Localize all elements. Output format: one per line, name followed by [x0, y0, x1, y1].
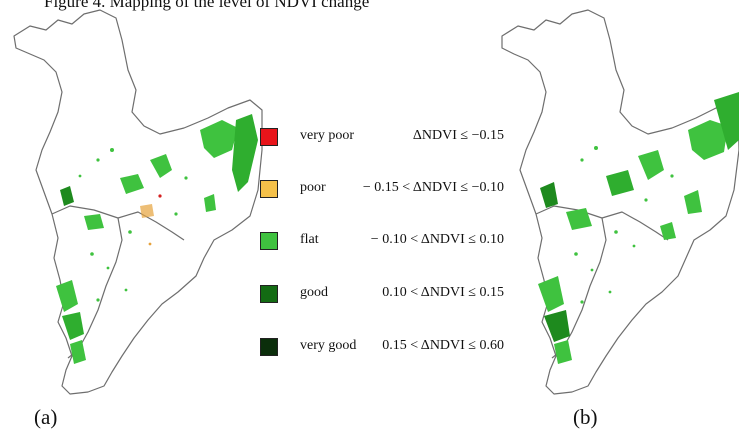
legend-class-label: very poor — [300, 128, 355, 143]
ndvi-change-map-a — [13, 9, 263, 395]
legend-swatch — [260, 232, 278, 250]
legend-class-label: poor — [300, 180, 326, 195]
legend-swatch — [260, 180, 278, 198]
legend-swatch — [260, 128, 278, 146]
legend-range-label: 0.10 < ΔNDVI ≤ 0.15 — [382, 285, 504, 300]
subfigure-label-b: (b) — [573, 405, 598, 429]
ndvi-patches-a — [56, 114, 258, 364]
legend-range-label: − 0.15 < ΔNDVI ≤ −0.10 — [362, 180, 504, 195]
legend-item-good: good 0.10 < ΔNDVI ≤ 0.15 — [258, 285, 508, 307]
legend-range-label: 0.15 < ΔNDVI ≤ 0.60 — [382, 338, 504, 353]
region-boundary-b — [501, 9, 739, 395]
legend-range-label: ΔNDVI ≤ −0.15 — [412, 128, 504, 143]
legend-class-label: very good — [300, 338, 357, 353]
figure-caption: Figure 4. Mapping of the level of NDVI c… — [44, 0, 370, 11]
legend-swatch — [260, 338, 278, 356]
legend-swatch — [260, 285, 278, 303]
ndvi-patches-b — [538, 92, 739, 364]
legend-class-label: flat — [300, 232, 319, 247]
subfigure-label-a: (a) — [34, 405, 58, 429]
legend-class-label: good — [300, 285, 328, 300]
legend-item-very-poor: very poor ΔNDVI ≤ −0.15 — [258, 128, 508, 150]
legend-item-flat: flat − 0.10 < ΔNDVI ≤ 0.10 — [258, 232, 508, 254]
region-boundary-a — [13, 9, 263, 395]
ndvi-change-map-b — [501, 9, 739, 395]
legend-item-very-good: very good 0.15 < ΔNDVI ≤ 0.60 — [258, 338, 508, 360]
legend-range-label: − 0.10 < ΔNDVI ≤ 0.10 — [370, 232, 504, 247]
legend-item-poor: poor − 0.15 < ΔNDVI ≤ −0.10 — [258, 180, 508, 202]
